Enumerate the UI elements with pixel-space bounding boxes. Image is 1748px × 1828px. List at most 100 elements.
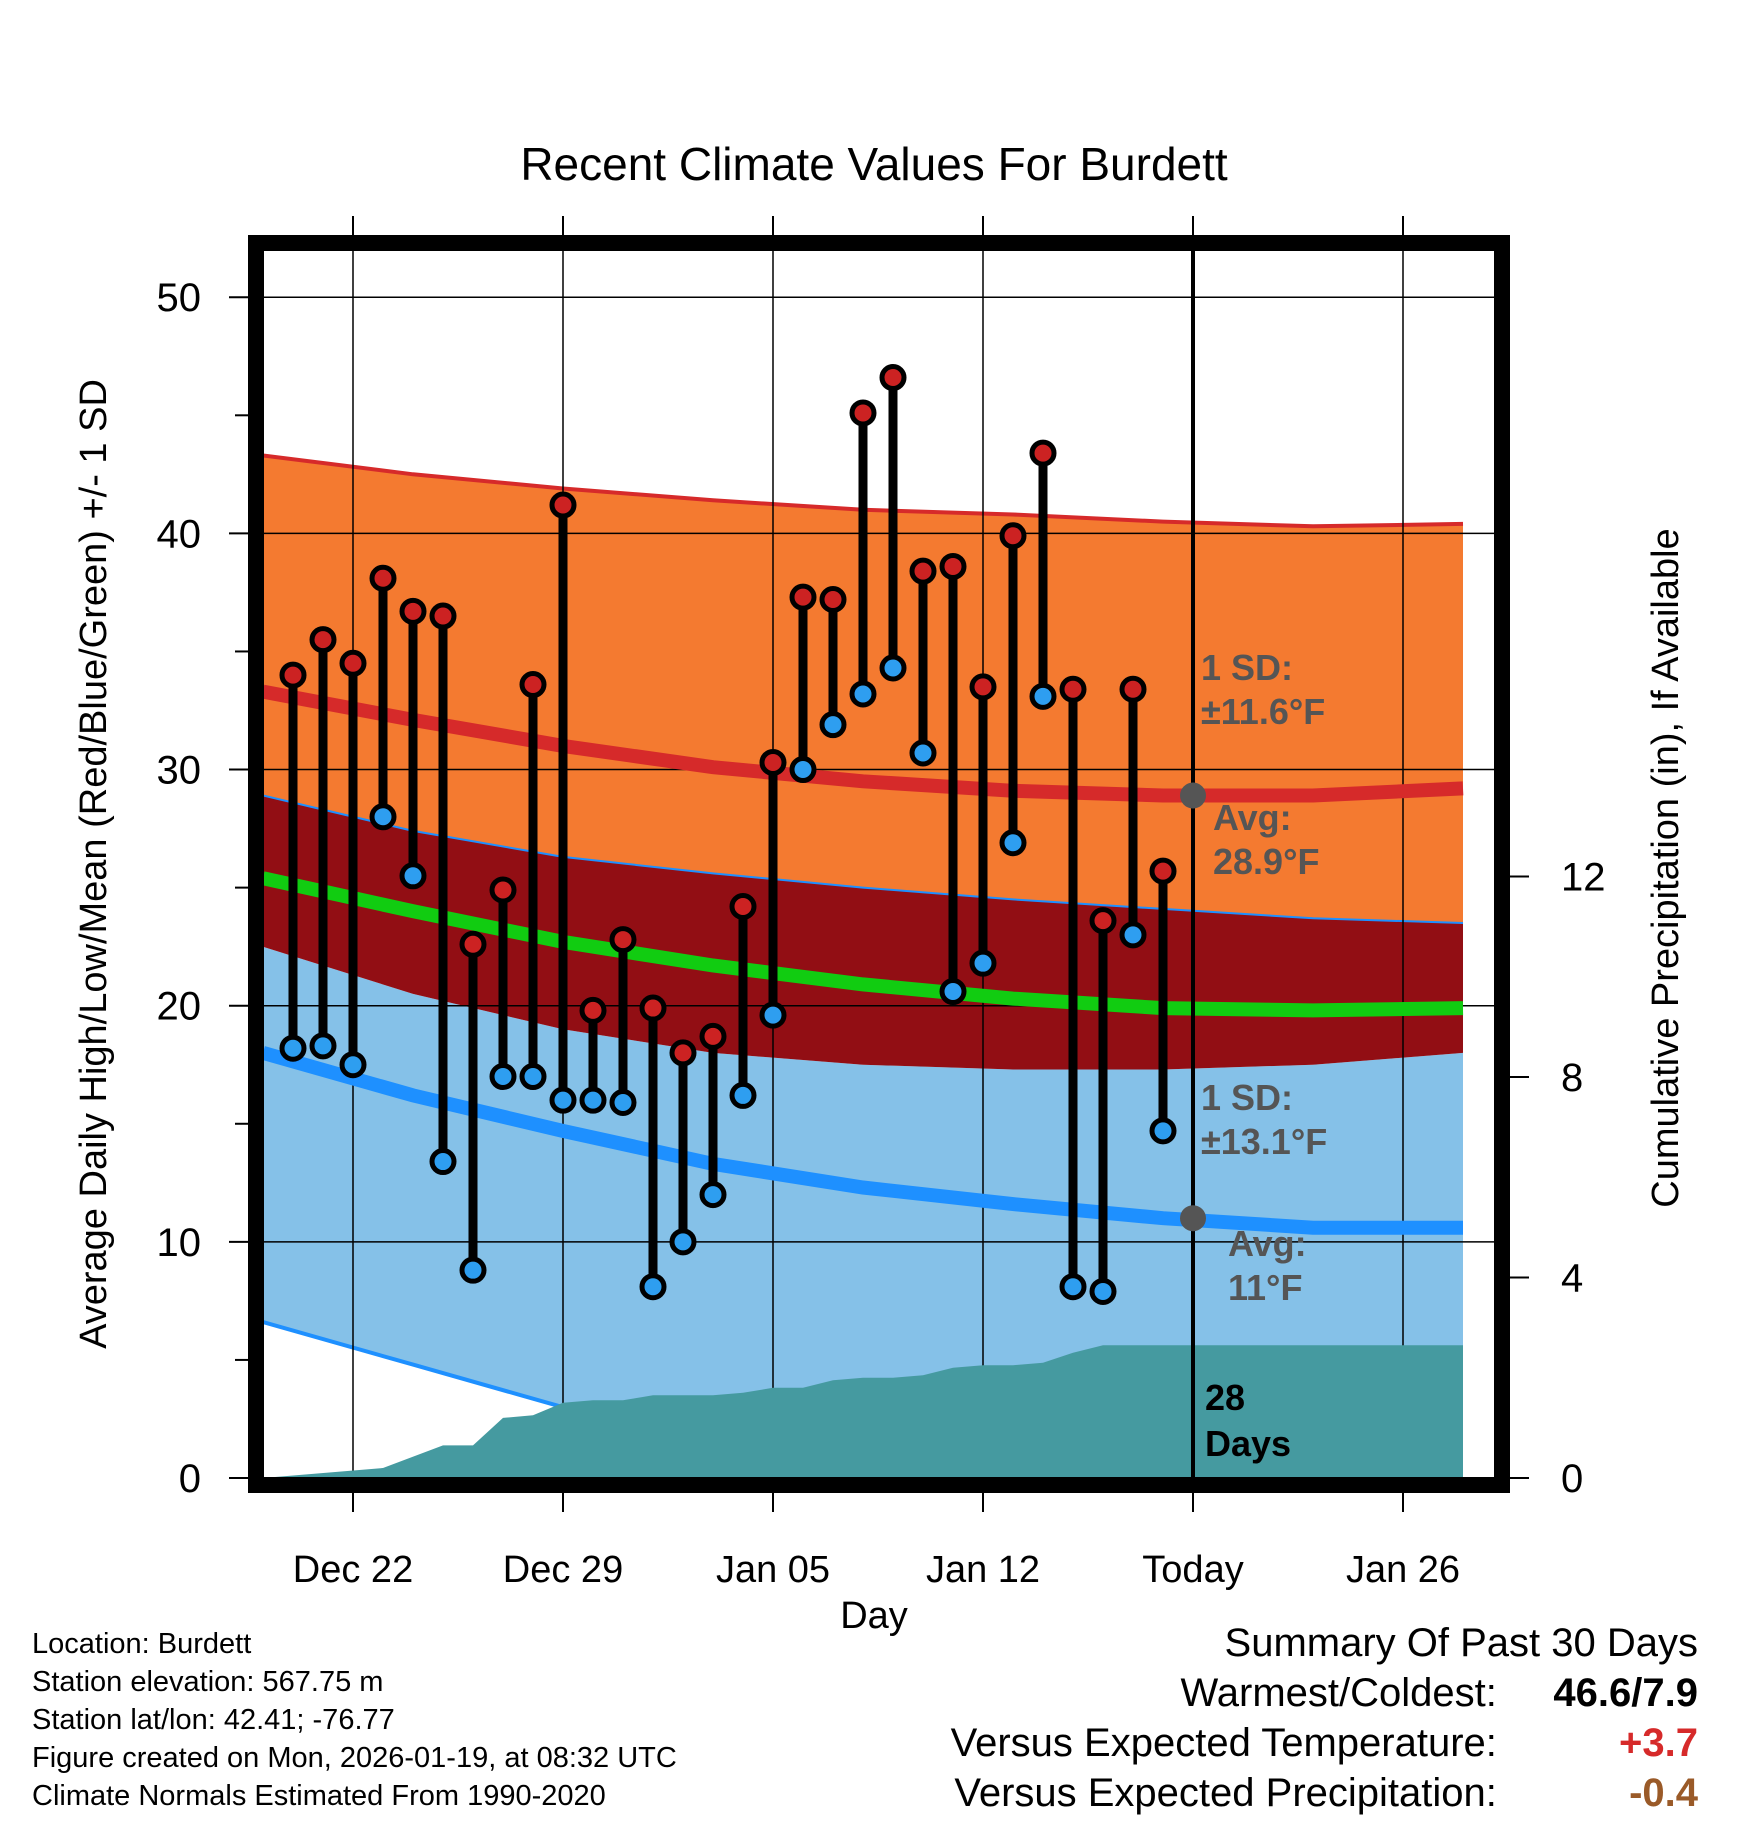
daily-high-point (639, 994, 667, 1022)
daily-high-point (1149, 857, 1177, 885)
daily-low-point (939, 978, 967, 1006)
high-avg-dot (1180, 782, 1206, 809)
latlon-text: Station lat/lon: 42.41; -76.77 (32, 1704, 395, 1736)
daily-high-point (489, 876, 517, 904)
daily-low-point (969, 949, 997, 977)
normal-low-line (263, 1046, 1463, 1235)
daily-high-point (879, 364, 907, 392)
daily-high-point (519, 671, 547, 699)
normals-text: Climate Normals Estimated From 1990-2020 (32, 1780, 606, 1812)
daily-low-point (669, 1228, 697, 1256)
daily-low-point (999, 829, 1027, 857)
daily-low-point (849, 680, 877, 708)
high-avg-annotation: 28.9°F (1213, 841, 1319, 882)
low-sd-annotation: ±13.1°F (1201, 1121, 1327, 1162)
daily-low-point (1029, 682, 1057, 710)
y-tick-label: 30 (157, 749, 202, 793)
y-tick-label: 40 (157, 512, 202, 556)
daily-high-point (999, 522, 1027, 550)
daily-high-point (1119, 675, 1147, 703)
low-avg-dot (1180, 1205, 1206, 1232)
daily-high-point (1089, 907, 1117, 935)
summary-warmest-row: Warmest/Coldest: 46.6/7.9 (951, 1668, 1699, 1718)
daily-high-point (669, 1039, 697, 1067)
normal-lines (263, 250, 1464, 1478)
daily-high-point (849, 399, 877, 427)
daily-low-point (1089, 1277, 1117, 1305)
daily-low-point (579, 1086, 607, 1114)
daily-high-point (459, 930, 487, 958)
y-axis-label: Average Daily High/Low/Mean (Red/Blue/Gr… (73, 379, 115, 1349)
station-info: Location: Burdett Station elevation: 567… (32, 1625, 677, 1815)
daily-low-point (699, 1181, 727, 1209)
precip-area (263, 1345, 1463, 1478)
x-tick-label: Jan 05 (716, 1549, 830, 1591)
daily-high-point (429, 602, 457, 630)
daily-low-point (789, 756, 817, 784)
daily-high-point (759, 748, 787, 776)
daily-high-point (549, 491, 577, 519)
daily-low-point (609, 1089, 637, 1117)
daily-low-point (309, 1032, 337, 1060)
plot-area (263, 250, 1495, 1478)
y-tick-label: 20 (157, 985, 202, 1029)
daily-low-point (879, 654, 907, 682)
precip-label: Versus Expected Precipitation: (954, 1771, 1497, 1815)
today-days-label: Days (1205, 1423, 1291, 1464)
high-sd-annotation: 1 SD: (1201, 647, 1293, 688)
daily-low-point (549, 1086, 577, 1114)
y-tick-label: 10 (157, 1221, 202, 1265)
y2-tick-label: 8 (1561, 1056, 1583, 1100)
plot-border (248, 235, 1510, 1493)
x-tick-label: Today (1142, 1549, 1243, 1591)
daily-low-point (729, 1081, 757, 1109)
x-tick-label: Jan 26 (1346, 1549, 1460, 1591)
y2-tick-label: 12 (1561, 856, 1606, 900)
summary-temp-row: Versus Expected Temperature: +3.7 (951, 1718, 1698, 1768)
x-tick-label: Jan 12 (926, 1549, 1040, 1591)
precip-value: -0.4 (1629, 1771, 1698, 1815)
daily-high-point (339, 649, 367, 677)
high-sd-annotation: ±11.6°F (1201, 691, 1325, 732)
summary-panel: Summary Of Past 30 Days Warmest/Coldest:… (951, 1618, 1698, 1818)
daily-high-point (1059, 675, 1087, 703)
daily-low-point (339, 1051, 367, 1079)
daily-high-point (939, 552, 967, 580)
x-axis-label: Day (840, 1595, 908, 1637)
daily-high-point (819, 586, 847, 614)
daily-low-point (489, 1063, 517, 1091)
y2-axis-label: Cumulative Precipitation (in), If Availa… (1645, 528, 1687, 1207)
elevation-text: Station elevation: 567.75 m (32, 1666, 384, 1698)
daily-low-point (279, 1034, 307, 1062)
daily-high-point (399, 597, 427, 625)
y-tick-label: 0 (179, 1457, 201, 1501)
x-tick-label: Dec 22 (293, 1549, 413, 1591)
axes: 0 10 20 30 40 50 0 4 8 12 Dec 22 Dec 29 Jan 05 Jan 12… (157, 216, 1606, 1591)
location-text: Location: Burdett (32, 1628, 252, 1660)
daily-high-point (699, 1022, 727, 1050)
low-avg-annotation: 11°F (1228, 1267, 1302, 1308)
x-tick-label: Dec 29 (503, 1549, 623, 1591)
warmest-value: 46.6/7.9 (1553, 1671, 1698, 1715)
temp-label: Versus Expected Temperature: (950, 1721, 1497, 1765)
warmest-label: Warmest/Coldest: (1180, 1671, 1497, 1715)
high-avg-annotation: Avg: (1213, 797, 1292, 838)
daily-high-point (969, 673, 997, 701)
today-days-label: 28 (1205, 1377, 1245, 1418)
summary-precip-row: Versus Expected Precipitation: -0.4 (951, 1768, 1698, 1818)
daily-high-point (1029, 439, 1057, 467)
high-sd-lower-edge (263, 794, 1464, 924)
daily-high-point (279, 661, 307, 689)
daily-low-point (639, 1273, 667, 1301)
low-avg-annotation: Avg: (1228, 1223, 1307, 1264)
daily-high-point (309, 626, 337, 654)
daily-low-point (1119, 921, 1147, 949)
daily-low-point (429, 1148, 457, 1176)
y-tick-label: 50 (157, 276, 202, 320)
daily-low-point (819, 711, 847, 739)
precipitation-area (263, 1345, 1463, 1478)
normal-high-line (263, 684, 1464, 803)
daily-markers (279, 364, 1177, 1305)
daily-high-point (729, 893, 757, 921)
